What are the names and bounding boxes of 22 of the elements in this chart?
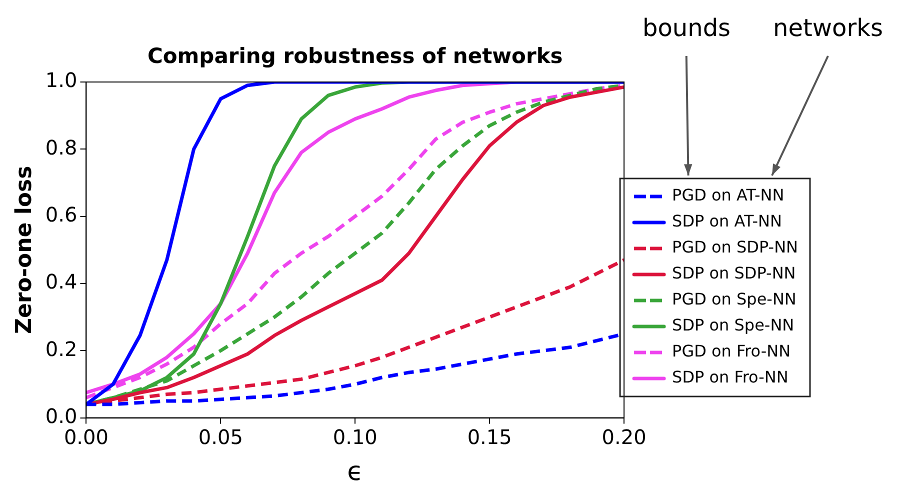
x-tick-label: 0.05: [198, 425, 243, 450]
text: networks: [773, 14, 883, 42]
text: bounds: [642, 14, 731, 42]
legend-label: SDP on Fro-NN: [672, 368, 788, 387]
y-tick-label: 0.6: [45, 202, 78, 227]
x-tick-label: 0.15: [467, 425, 512, 450]
y-tick-label: 0.8: [45, 135, 78, 160]
legend-label: SDP on Spe-NN: [672, 316, 794, 335]
y-tick-label: 1.0: [45, 68, 78, 92]
legend-label: PGD on AT-NN: [672, 186, 784, 205]
legend-label: SDP on AT-NN: [672, 212, 782, 231]
y-tick-label: 0.4: [45, 270, 78, 294]
x-tick-label: 0.10: [332, 425, 378, 450]
legend-label: SDP on SDP-NN: [672, 264, 796, 283]
chart-title: Comparing robustness of networks: [147, 44, 563, 68]
x-tick-label: 0.20: [602, 425, 646, 450]
legend-label: PGD on Spe-NN: [672, 290, 796, 309]
y-tick-label: 0.2: [45, 336, 78, 361]
x-axis-title: ϵ: [347, 457, 364, 488]
legend-label: PGD on Fro-NN: [672, 342, 791, 361]
y-axis-title: Zero-one loss: [12, 166, 37, 334]
legend-label: PGD on SDP-NN: [672, 238, 798, 257]
